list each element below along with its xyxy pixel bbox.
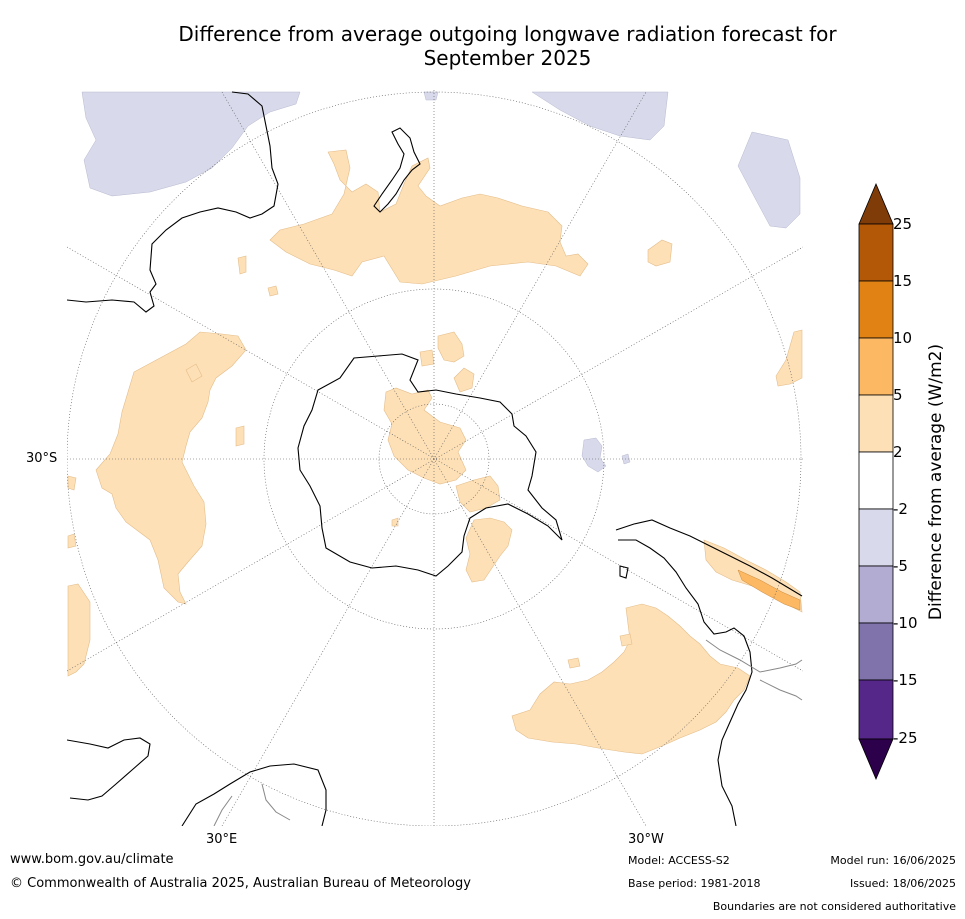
longitude-label-30w: 30°W	[628, 832, 664, 847]
moderate-anomaly-regions	[737, 569, 801, 611]
title-line-2: September 2025	[423, 46, 592, 70]
website-link[interactable]: www.bom.gov.au/climate	[10, 852, 174, 867]
colorbar-tick: -2	[893, 500, 908, 518]
colorbar-title-text: Difference from average (W/m2)	[926, 343, 946, 621]
positive-anomaly-regions	[67, 149, 803, 755]
longitude-label-30e: 30°E	[206, 832, 238, 847]
borders	[213, 639, 803, 826]
disclaimer-text: Boundaries are not considered authoritat…	[712, 900, 956, 913]
chart-title: Difference from average outgoing longwav…	[60, 22, 955, 70]
title-line-1: Difference from average outgoing longwav…	[178, 22, 837, 46]
graticule	[67, 90, 803, 826]
model-run-text: Model run: 16/06/2025	[830, 854, 956, 867]
base-period-text: Base period: 1981-2018	[628, 877, 761, 890]
colorbar-tick: 10	[893, 329, 913, 347]
copyright-text: © Commonwealth of Australia 2025, Austra…	[10, 876, 471, 891]
colorbar-tick: -5	[893, 557, 908, 575]
latitude-label: 30°S	[26, 451, 58, 466]
colorbar-tick: 5	[893, 386, 903, 404]
colorbar-tick: -10	[893, 614, 918, 632]
map-area	[67, 90, 803, 826]
colorbar-tick: 25	[893, 215, 913, 233]
colorbar-tick: -25	[893, 729, 918, 747]
colorbar-tick: 15	[893, 272, 913, 290]
colorbar-tick: 2	[893, 443, 903, 461]
coastlines	[67, 91, 803, 826]
colorbar	[858, 182, 894, 781]
negative-anomaly-regions	[81, 91, 801, 473]
model-text: Model: ACCESS-S2	[628, 854, 730, 867]
issued-text: Issued: 18/06/2025	[849, 877, 956, 890]
colorbar-tick: -15	[893, 671, 918, 689]
